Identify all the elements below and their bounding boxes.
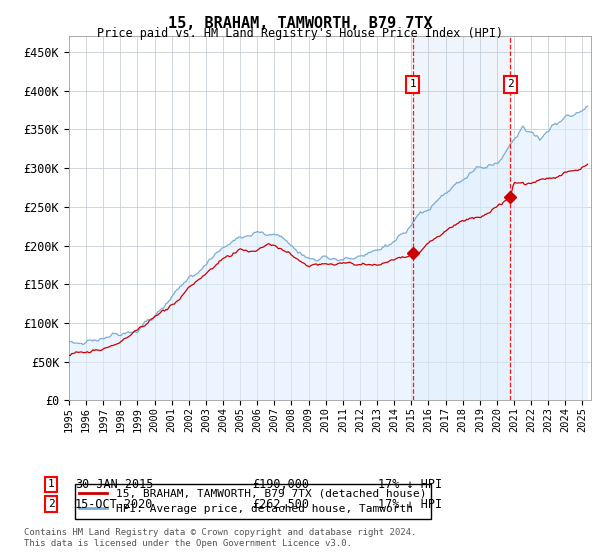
Text: 1: 1 <box>47 479 55 489</box>
Text: Price paid vs. HM Land Registry's House Price Index (HPI): Price paid vs. HM Land Registry's House … <box>97 27 503 40</box>
Text: £190,000: £190,000 <box>252 478 309 491</box>
Text: £262,500: £262,500 <box>252 497 309 511</box>
Legend: 15, BRAHAM, TAMWORTH, B79 7TX (detached house), HPI: Average price, detached hou: 15, BRAHAM, TAMWORTH, B79 7TX (detached … <box>74 484 431 519</box>
Text: Contains HM Land Registry data © Crown copyright and database right 2024.
This d: Contains HM Land Registry data © Crown c… <box>24 528 416 548</box>
Text: 2: 2 <box>507 80 514 90</box>
Text: 30-JAN-2015: 30-JAN-2015 <box>75 478 154 491</box>
Bar <box>413 36 511 400</box>
Text: 1: 1 <box>409 80 416 90</box>
Text: 17% ↓ HPI: 17% ↓ HPI <box>378 497 442 511</box>
Text: 15, BRAHAM, TAMWORTH, B79 7TX: 15, BRAHAM, TAMWORTH, B79 7TX <box>167 16 433 31</box>
Text: 15-OCT-2020: 15-OCT-2020 <box>75 497 154 511</box>
Text: 2: 2 <box>47 499 55 509</box>
Text: 17% ↓ HPI: 17% ↓ HPI <box>378 478 442 491</box>
